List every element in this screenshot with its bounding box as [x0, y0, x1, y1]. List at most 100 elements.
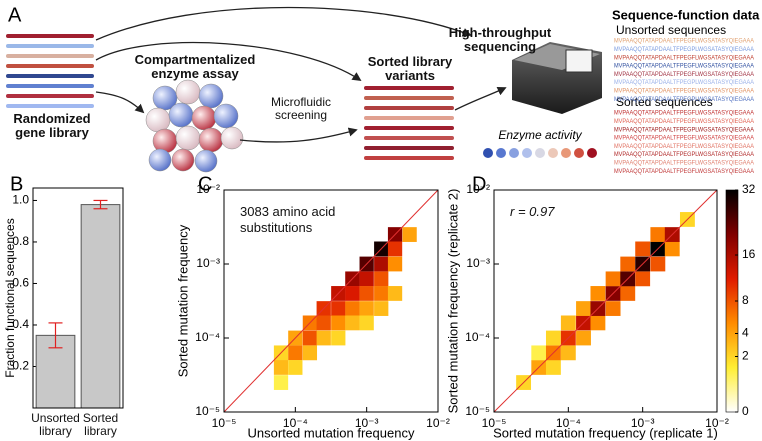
x-tick-label: 10⁻⁴ [556, 416, 581, 430]
x-tick-label: 10⁻⁵ [212, 416, 237, 430]
panel-label: A [8, 4, 22, 26]
heatmap-cell [374, 286, 389, 301]
heatmap-cell [316, 330, 331, 346]
sequence: MVPAAQQTATAPDAALTFPEGPLWGSATASYQIEGAAA [614, 79, 755, 86]
heatmap-cell [288, 345, 303, 361]
heatmap-cell [664, 241, 680, 257]
heatmap-cell [273, 375, 289, 390]
sequence: MVPAAQQTATAPDAALTFPEGFLWGSATASYQIEGAAA [614, 88, 755, 95]
heatmap-cell [359, 286, 374, 301]
plot-frame [32, 187, 124, 409]
colorbar-tick-label: 4 [742, 326, 749, 340]
heatmap-cell [302, 330, 318, 346]
sequence: MVPAAQQTATAPDAALTFPEGFLWGSATASYQIEGAAA [614, 110, 755, 117]
y-tick-label: 10⁻⁵ [465, 404, 490, 418]
bar [80, 204, 121, 409]
library-label: Randomized gene library [13, 111, 91, 141]
sequencer [512, 42, 602, 114]
heatmap-cell [374, 256, 389, 272]
heatmap-cell [359, 301, 374, 316]
y-axis-label: Sorted mutation frequency [175, 224, 190, 377]
colorbar-tick-label: 8 [742, 293, 749, 307]
plot-frame [223, 189, 439, 413]
activity-label: Enzyme activity [498, 128, 582, 142]
diagonal [493, 189, 718, 413]
heatmap-cell [374, 271, 389, 287]
y-axis-label: Fraction functional sequences [3, 218, 17, 377]
heatmap-cell [331, 301, 346, 316]
y-tick-label: 10⁻² [466, 182, 490, 196]
y-tick-label: 0.6 [12, 276, 29, 290]
gene-library [6, 34, 94, 108]
y-tick-label: 10⁻⁴ [195, 330, 220, 344]
heatmap-cell [288, 360, 303, 375]
heatmap-cell [650, 256, 666, 272]
screening-label: Microfluidic screening [270, 95, 331, 123]
sequence: MVPAAQQTATAPDAALTFPEGPLWGSATASYQIEGAAA [614, 46, 755, 53]
sequences: MVPAAQQTATAPDAALTFPEGFLWGSATASYQIEGAAAMV… [614, 38, 755, 175]
heatmap-cell [590, 315, 606, 331]
sequencing-label: High-throughput sequencing [448, 25, 552, 55]
sequence: MVPAAQQTATAPDAALTFPEGFLWGSATASYQIEGAAA [614, 54, 755, 61]
sorted-title: Sorted sequences [616, 95, 713, 109]
colorbar-tick-label: 32 [742, 182, 756, 196]
heatmap-cell [374, 301, 389, 316]
y-tick-label: 10⁻³ [196, 256, 220, 270]
panel-label: B [10, 173, 23, 195]
sorted-label: Sorted library variants [367, 54, 453, 84]
sequence: MVPAAQQTATAPDAALTFPEGPLWGSATASYQIEGAAA [614, 96, 755, 103]
colorbar-tick-label: 2 [742, 349, 749, 363]
heatmap-cell [331, 330, 346, 346]
y-tick-label: 1.0 [12, 193, 29, 207]
sorted-variants [364, 86, 454, 160]
error-bar [93, 199, 108, 210]
y-tick-label: 10⁻² [196, 182, 220, 196]
diagonal [223, 189, 439, 413]
x-tick-label: 10⁻² [705, 416, 729, 430]
heatmap-cell [635, 271, 651, 287]
colorbar-tick-label: 16 [742, 247, 756, 261]
heatmap-cell [620, 286, 636, 301]
x-tick-label: 10⁻² [426, 416, 450, 430]
x-tick-label: Unsorted library [31, 411, 80, 439]
panel-label: C [198, 173, 212, 195]
sequence: MVPAAQQTATAPDAALTFPEGFLWGSATASYQIEGAAA [614, 38, 755, 45]
x-tick-label: Sorted library [82, 411, 119, 439]
heatmap-cell [345, 286, 360, 301]
heatmap-cell [359, 315, 374, 331]
heatmap-cell [605, 301, 621, 316]
y-tick-label: 10⁻³ [466, 256, 490, 270]
droplets [145, 79, 244, 173]
heatmap-cell [302, 345, 318, 361]
heatmap-cell [576, 330, 591, 346]
annotation: 3083 amino acid substitutions [240, 204, 336, 236]
error-bar [48, 322, 63, 349]
heatmap-cell [560, 345, 576, 361]
sequence: MVPAAQQTATAPDAALTFPEGFLWGSATASYQIEGAAA [614, 143, 755, 150]
heatmap-cell [590, 286, 606, 301]
annotation: r = 0.97 [510, 204, 555, 219]
y-tick-label: 10⁻⁴ [465, 330, 490, 344]
sequence: MVPAAQQTATAPDAALTFPEGFLWGSATASYQIEGAAA [614, 118, 755, 125]
x-tick-label: 10⁻³ [631, 416, 655, 430]
sequence: MVPAAQQTATAPDAALTFPEGPLWGSATASYQIEGAAA [614, 151, 755, 158]
sequence: MVPAAQQTATAPDAALTFPEGFLWGSATASYQIEGAAA [614, 135, 755, 142]
heatmap-cell [635, 241, 651, 257]
heatmap-cell [273, 360, 289, 375]
heatmap-cell [345, 301, 360, 316]
sequence: MVPAAQQTATAPDAALTFPEGFLWGSATASYQIEGAAA [614, 168, 755, 175]
heatmap-cell [576, 301, 591, 316]
heatmap-cell [545, 360, 561, 375]
heatmap-cell [531, 345, 547, 361]
y-tick-label: 10⁻⁵ [195, 404, 220, 418]
x-tick-label: 10⁻⁴ [283, 416, 308, 430]
heatmap-cell [387, 241, 403, 257]
heatmap-cell [545, 330, 561, 346]
sequence: MVPAAQQTATAPDAALTFPEGFLWGSATASYQIEGAAA [614, 71, 755, 78]
unsorted-title: Unsorted sequences [616, 23, 726, 37]
y-tick-label: 0.8 [12, 234, 29, 248]
heatmap-cell [387, 256, 403, 272]
heatmap-cell [316, 315, 331, 331]
